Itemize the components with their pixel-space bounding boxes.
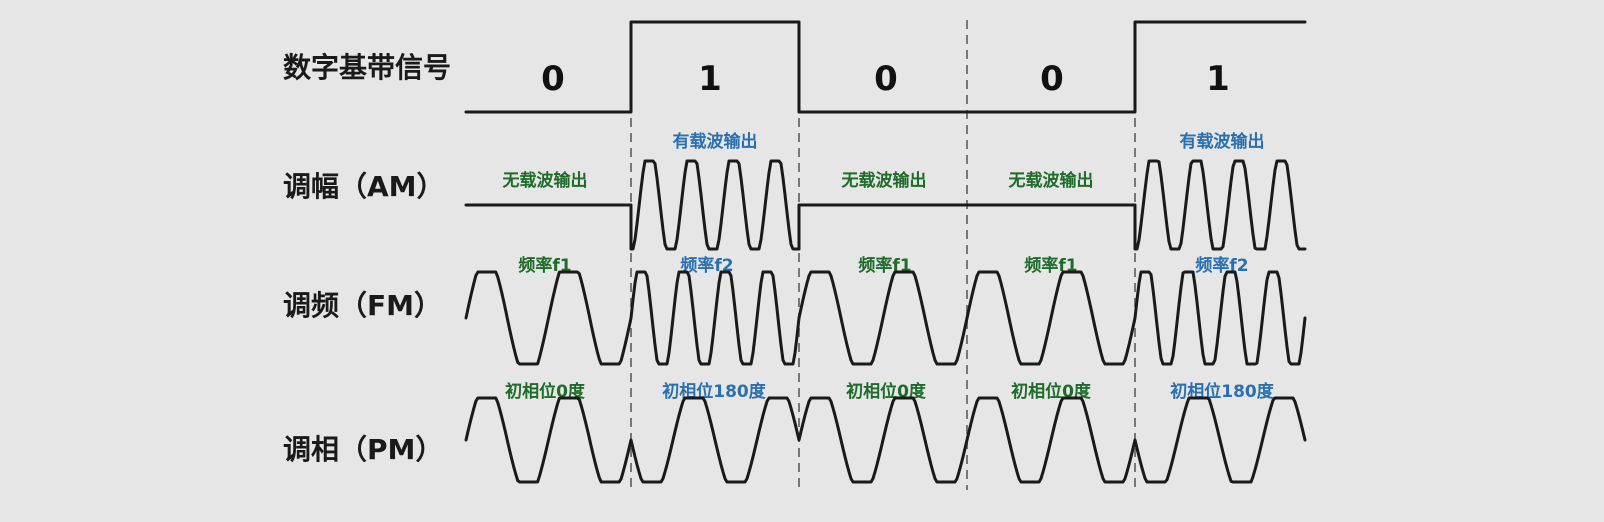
am-waveform [464, 159, 1307, 251]
label-digital-baseband: 数字基带信号 [283, 51, 451, 84]
label-fm: 调频（FM） [283, 289, 442, 322]
fm-annotation: 频率f1 [518, 255, 571, 276]
fm-waveform [464, 270, 1307, 366]
bit-values: 0 1 0 0 1 [541, 59, 1230, 99]
pm-waveform [464, 396, 1307, 484]
pm-annotation: 初相位180度 [1170, 381, 1274, 402]
bit-value: 0 [874, 59, 898, 99]
am-annotation: 有载波输出 [673, 131, 758, 152]
am-annotations: 无载波输出 有载波输出 无载波输出 无载波输出 有载波输出 [502, 131, 1265, 191]
fm-annotation: 频率f2 [1195, 255, 1248, 276]
bit-value: 0 [541, 59, 565, 99]
bit-boundaries [630, 20, 1136, 490]
label-am: 调幅（AM） [283, 170, 445, 203]
digital-baseband-wave [464, 20, 1307, 114]
bit-value: 1 [1206, 59, 1230, 99]
bit-value: 1 [698, 59, 722, 99]
am-annotation: 无载波输出 [502, 170, 588, 191]
pm-annotation: 初相位180度 [662, 381, 766, 402]
bit-value: 0 [1040, 59, 1064, 99]
fm-annotations: 频率f1 频率f2 频率f1 频率f1 频率f2 [518, 255, 1248, 276]
am-annotation: 有载波输出 [1180, 131, 1265, 152]
label-pm: 调相（PM） [283, 433, 443, 466]
pm-annotations: 初相位0度 初相位180度 初相位0度 初相位0度 初相位180度 [505, 381, 1275, 402]
am-annotation: 无载波输出 [841, 170, 927, 191]
am-annotation: 无载波输出 [1008, 170, 1094, 191]
